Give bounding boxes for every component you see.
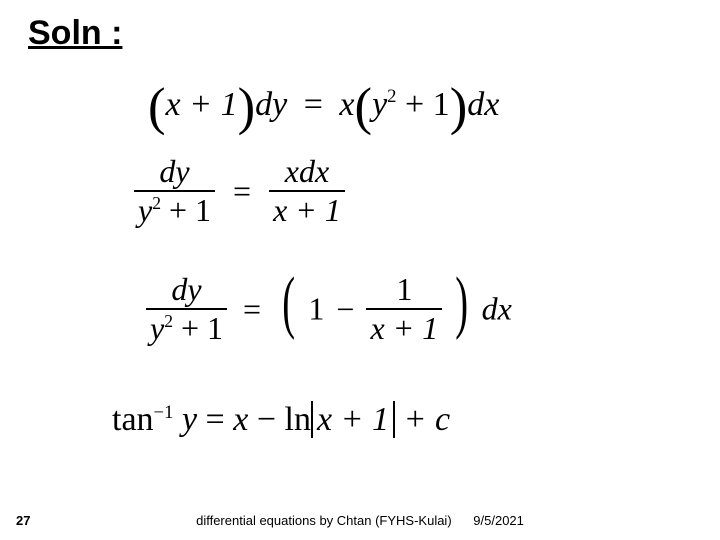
eq3-innernum: 1 [366, 271, 442, 308]
eq3-innerfrac: 1 x + 1 [366, 271, 442, 347]
eq4-equals: = [197, 401, 233, 438]
eq4-plusc: + c [395, 401, 450, 438]
footer-text: differential equations by Chtan (FYHS-Ku… [196, 513, 452, 528]
eq1-plus1: + 1 [397, 86, 450, 123]
eq3-innerden: x + 1 [366, 308, 442, 347]
paren-open: ( [148, 78, 166, 136]
eq2-lden-rest: + 1 [161, 192, 211, 228]
eq2-rnum: xdx [269, 153, 345, 190]
eq3-lden-exp: 2 [164, 311, 173, 331]
eq2-rden: x + 1 [269, 190, 345, 229]
eq2-lden: y2 + 1 [134, 190, 215, 229]
equation-3: dy y2 + 1 = ( 1 − 1 x + 1 ) dx [146, 271, 512, 347]
eq4-neg1: −1 [154, 402, 174, 423]
eq1-dy: dy [255, 86, 287, 123]
eq4-x: x [233, 401, 248, 438]
eq2-lfrac: dy y2 + 1 [134, 153, 215, 229]
eq2-lden-exp: 2 [152, 193, 161, 213]
eq3-lden-rest: + 1 [173, 310, 223, 346]
eq1-exp: 2 [387, 86, 396, 107]
eq3-big-rparen: ) [455, 273, 468, 333]
eq3-lden: y2 + 1 [146, 308, 227, 347]
equation-2: dy y2 + 1 = xdx x + 1 [134, 153, 345, 229]
equation-1: (x + 1)dy = x(y2 + 1)dx [148, 77, 499, 137]
eq1-lhs-inner: x + 1 [166, 86, 238, 123]
eq3-minus: − [332, 291, 358, 327]
eq1-x: x [339, 86, 354, 123]
eq3-lfrac: dy y2 + 1 [146, 271, 227, 347]
eq1-dx: dx [467, 86, 499, 123]
eq2-lnum: dy [134, 153, 215, 190]
eq2-lden-y: y [138, 192, 152, 228]
eq2-rfrac: xdx x + 1 [269, 153, 345, 229]
paren-open-2: ( [355, 78, 373, 136]
equation-4: tan−1 y = x − lnx + 1 + c [112, 401, 450, 439]
eq3-one: 1 [308, 291, 324, 327]
eq4-ln: ln [285, 401, 311, 438]
eq3-dx: dx [482, 291, 512, 327]
eq1-equals: = [296, 86, 331, 123]
eq4-minus: − [248, 401, 284, 438]
math-area: (x + 1)dy = x(y2 + 1)dx dy y2 + 1 = xdx … [28, 71, 692, 491]
footer-date: 9/5/2021 [473, 513, 524, 528]
eq3-lden-y: y [150, 310, 164, 346]
eq3-equals: = [235, 291, 269, 327]
eq4-y: y [173, 401, 197, 438]
paren-close-2: ) [450, 78, 468, 136]
paren-close: ) [238, 78, 256, 136]
eq3-big-lparen: ( [282, 273, 295, 333]
eq4-abs: x + 1 [311, 401, 395, 438]
eq3-lnum: dy [146, 271, 227, 308]
slide-title: Soln : [28, 14, 692, 53]
eq2-equals: = [223, 173, 261, 209]
eq4-tan: tan [112, 401, 154, 438]
eq1-y: y [372, 86, 387, 123]
